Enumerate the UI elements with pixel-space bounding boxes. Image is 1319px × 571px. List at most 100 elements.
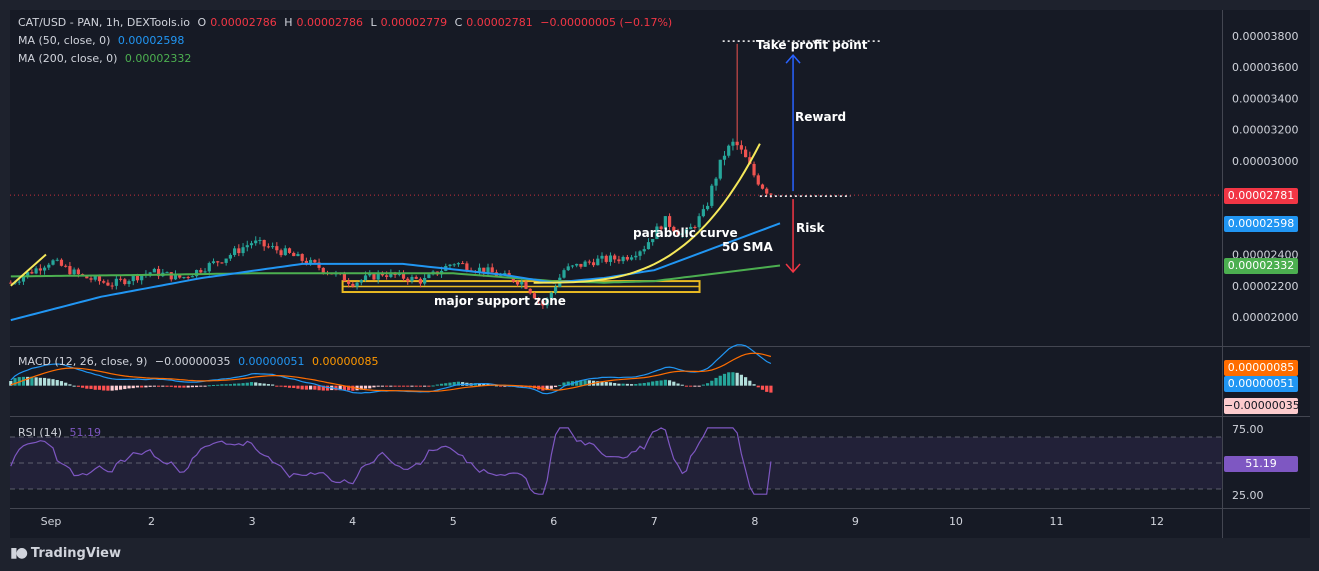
macd-hist-bar <box>80 385 85 388</box>
tradingview-logo[interactable]: ▮● TradingView <box>10 545 121 561</box>
macd-hist-bar <box>237 383 241 386</box>
macd-signal-badge: 0.00000085 <box>1224 360 1298 376</box>
candle-body <box>520 281 524 285</box>
macd-hist-bar <box>452 382 456 386</box>
reward-label: Reward <box>795 110 846 124</box>
macd-hist-bar <box>503 385 507 387</box>
candle-body <box>292 252 296 257</box>
candle-body <box>705 205 710 210</box>
close-value: 0.00002781 <box>466 16 533 29</box>
macd-hist-bar <box>663 379 667 386</box>
macd-line-badge: 0.00000051 <box>1224 376 1298 392</box>
macd-hist-bar <box>241 383 245 386</box>
macd-hist-bar <box>705 383 710 386</box>
macd-hist-bar <box>165 385 169 387</box>
macd-hist-bar <box>258 383 262 386</box>
macd-hist-bar <box>304 385 308 390</box>
candle-body <box>47 264 51 268</box>
candle-body <box>363 275 368 281</box>
macd-hist-bar <box>499 385 503 387</box>
macd-hist-bar <box>545 385 549 391</box>
candle-body <box>684 229 689 234</box>
parabolic-curve-label: parabolic curve <box>633 226 738 240</box>
macd-hist-bar <box>127 385 131 389</box>
macd-hist-bar <box>279 385 283 387</box>
candle-body <box>532 293 537 299</box>
candle-body <box>376 272 380 280</box>
macd-hist-bar <box>254 382 258 386</box>
candle-body <box>385 275 389 277</box>
macd-hist-bar <box>477 383 482 386</box>
candle-body <box>418 278 423 284</box>
candle-body <box>579 263 583 267</box>
candle-body <box>287 248 292 253</box>
symbol-title: CAT/USD - PAN, 1h, DEXTools.io <box>18 16 191 29</box>
macd-hist-bar <box>72 385 76 387</box>
macd-hist-bar <box>13 378 17 386</box>
macd-legend[interactable]: MACD (12, 26, close, 9) −0.00000035 0.00… <box>18 355 383 368</box>
macd-hist-bar <box>731 372 735 386</box>
candle-body <box>148 272 152 274</box>
candle-body <box>347 281 351 284</box>
macd-hist-bar <box>752 384 756 386</box>
macd-hist-bar <box>271 384 275 386</box>
ma200-price-badge: 0.00002332 <box>1224 258 1298 274</box>
macd-hist-bar <box>427 385 431 387</box>
macd-hist-bar <box>359 385 363 390</box>
macd-hist-bar <box>414 385 418 387</box>
candle-body <box>410 276 414 282</box>
candle-body <box>21 276 26 282</box>
candle-body <box>271 246 275 248</box>
candle-body <box>64 265 68 267</box>
candle-body <box>241 247 245 254</box>
macd-hist-bar <box>397 385 401 387</box>
candle-body <box>638 251 642 256</box>
macd-hist-value: −0.00000035 <box>154 355 231 368</box>
candle-body <box>549 292 553 299</box>
candle-body <box>97 276 102 282</box>
candle-body <box>42 267 47 271</box>
macd-hist-bar <box>123 385 127 390</box>
macd-hist-bar <box>228 384 232 386</box>
macd-hist-bar <box>42 377 47 386</box>
candle-body <box>477 267 482 272</box>
macd-hist-bar <box>76 385 80 387</box>
macd-hist-bar <box>376 385 380 387</box>
macd-hist-bar <box>266 384 270 386</box>
macd-hist-bar <box>600 381 604 386</box>
candle-body <box>140 275 144 281</box>
macd-hist-bar <box>131 385 135 389</box>
macd-hist-bar <box>93 385 97 390</box>
macd-hist-bar <box>748 380 752 386</box>
macd-hist-bar <box>59 381 64 386</box>
candle-body <box>233 248 237 255</box>
macd-hist-bar <box>680 384 684 386</box>
candle-body <box>667 216 672 227</box>
ma50-legend[interactable]: MA (50, close, 0) 0.00002598 <box>18 34 188 47</box>
macd-hist-bar <box>676 383 680 386</box>
macd-hist-bar <box>342 385 347 391</box>
macd-hist-bar <box>178 385 182 388</box>
candle-body <box>89 278 93 280</box>
macd-hist-bar <box>553 385 558 388</box>
macd-hist-bar <box>152 385 156 387</box>
candle-body <box>228 254 232 259</box>
candle-body <box>351 283 355 287</box>
x-tick-label: 6 <box>550 515 557 528</box>
ma200-legend[interactable]: MA (200, close, 0) 0.00002332 <box>18 52 195 65</box>
macd-hist-bar <box>689 385 693 387</box>
candle-body <box>309 259 313 265</box>
rsi-legend[interactable]: RSI (14) 51.19 <box>18 426 105 439</box>
macd-hist-bar <box>566 381 570 386</box>
candle-body <box>617 259 621 262</box>
macd-hist-bar <box>401 385 406 387</box>
macd-hist-bar <box>300 385 304 390</box>
candle-body <box>114 278 118 286</box>
macd-hist-bar <box>368 385 372 389</box>
take-profit-label: Take profit point <box>756 38 868 52</box>
rsi-badge: 51.19 <box>1224 456 1298 472</box>
macd-hist-bar <box>207 385 211 387</box>
candle-body <box>93 276 97 280</box>
candle-body <box>34 268 38 274</box>
